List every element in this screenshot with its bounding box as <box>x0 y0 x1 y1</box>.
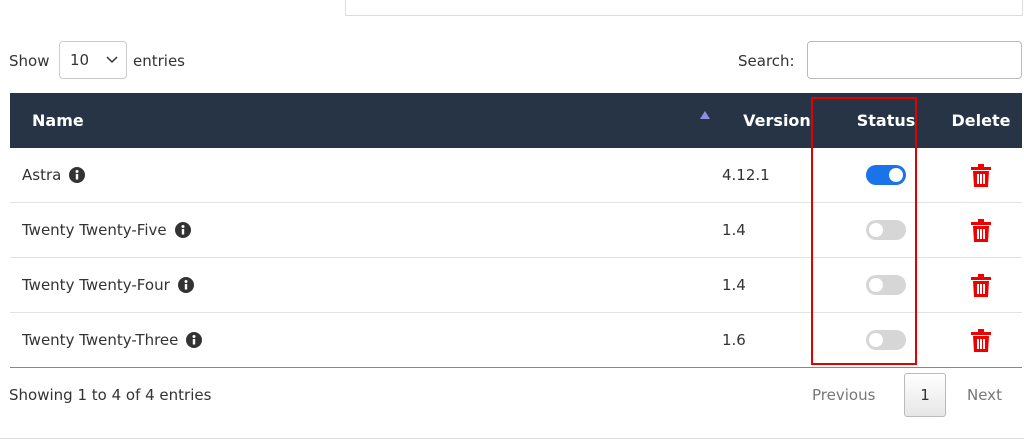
info-icon <box>186 332 203 348</box>
column-header[interactable]: Status <box>832 93 940 148</box>
table-row: Astra 4.12.1 <box>10 148 1022 203</box>
table-row: Twenty Twenty-Four 1.4 <box>10 257 1022 313</box>
page-button[interactable]: 1 <box>904 373 946 417</box>
name-cell: Twenty Twenty-Five <box>10 202 722 258</box>
name-cell: Astra <box>10 148 722 203</box>
table-row: Twenty Twenty-Three 1.6 <box>10 312 1022 368</box>
tab[interactable] <box>0 0 346 16</box>
version-cell: 1.4 <box>722 202 832 258</box>
tab-bar <box>0 0 1024 16</box>
length-select[interactable]: 10 <box>59 41 127 79</box>
search-input[interactable] <box>807 41 1022 79</box>
show-label: Show <box>9 52 50 70</box>
info-icon <box>174 222 191 238</box>
delete-cell <box>940 202 1022 258</box>
info-icon <box>177 277 194 293</box>
delete-cell <box>940 257 1022 313</box>
header-row: Name Version Status Delete <box>10 93 1022 148</box>
chevron <box>106 56 118 64</box>
divider <box>0 438 1024 439</box>
header-text: Status <box>856 111 916 130</box>
toggle[interactable] <box>866 220 906 240</box>
theme-name: Twenty Twenty-Four <box>22 276 170 294</box>
toggle[interactable] <box>866 330 906 350</box>
theme-name: Astra <box>22 166 62 184</box>
status-cell <box>832 257 940 313</box>
table-info: Showing 1 to 4 of 4 entries <box>9 386 212 404</box>
theme-name: Twenty Twenty-Three <box>22 331 179 349</box>
version-cell: 1.6 <box>722 312 832 368</box>
header-text: Delete <box>951 111 1011 130</box>
delete-cell <box>940 312 1022 368</box>
version-cell: 1.4 <box>722 257 832 313</box>
info-icon <box>69 167 86 183</box>
tab[interactable] <box>346 0 1023 16</box>
column-header[interactable]: Delete <box>940 93 1022 148</box>
status-cell <box>832 148 940 203</box>
version: 1.4 <box>722 276 746 294</box>
status-cell <box>832 312 940 368</box>
delete-icon[interactable] <box>971 218 991 242</box>
version: 1.4 <box>722 221 746 239</box>
delete-icon[interactable] <box>971 273 991 297</box>
delete-icon[interactable] <box>971 163 991 187</box>
table-row: Twenty Twenty-Five 1.4 <box>10 202 1022 258</box>
next-button[interactable]: Next <box>967 386 1002 404</box>
column-header[interactable]: Name <box>10 93 722 148</box>
column-header[interactable]: Version <box>722 93 832 148</box>
sort-arrow <box>700 111 710 119</box>
toggle[interactable] <box>866 275 906 295</box>
delete-icon[interactable] <box>971 328 991 352</box>
search-label: Search: <box>738 52 795 70</box>
header-text: Name <box>32 111 84 130</box>
name-cell: Twenty Twenty-Three <box>10 312 722 368</box>
version-cell: 4.12.1 <box>722 148 832 203</box>
length-value: 10 <box>70 51 90 69</box>
entries-label: entries <box>133 52 185 70</box>
toggle[interactable] <box>866 165 906 185</box>
themes-table: Name Version Status Delete Astra 4.12.1 Twent… <box>10 93 1022 368</box>
version: 4.12.1 <box>722 166 770 184</box>
delete-cell <box>940 148 1022 203</box>
status-cell <box>832 202 940 258</box>
header-text: Version <box>743 111 811 130</box>
name-cell: Twenty Twenty-Four <box>10 257 722 313</box>
version: 1.6 <box>722 331 746 349</box>
theme-name: Twenty Twenty-Five <box>22 221 167 239</box>
previous-button[interactable]: Previous <box>812 386 876 404</box>
